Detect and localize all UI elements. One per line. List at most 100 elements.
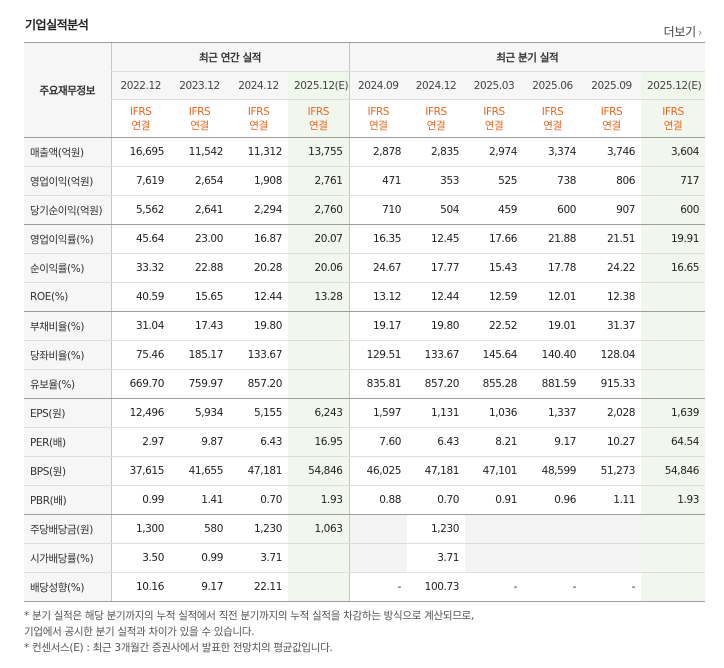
ifrs-label: IFRS 연결 bbox=[288, 99, 350, 138]
table-cell: 907 bbox=[582, 195, 642, 225]
table-cell: 2,878 bbox=[348, 137, 408, 167]
table-cell: 12.01 bbox=[523, 282, 583, 312]
group-quarterly: 최근 분기 실적 bbox=[348, 42, 706, 72]
table-cell: 2,641 bbox=[170, 195, 229, 225]
period-header: 2024.09 bbox=[348, 71, 408, 100]
table-cell: 22.52 bbox=[465, 311, 524, 341]
table-cell: 1,131 bbox=[407, 398, 466, 428]
table-cell: 22.88 bbox=[170, 253, 229, 283]
table-cell: 64.54 bbox=[641, 427, 706, 457]
table-cell bbox=[288, 572, 350, 602]
table-cell: 669.70 bbox=[110, 369, 170, 399]
table-cell: 19.17 bbox=[348, 311, 408, 341]
table-cell bbox=[288, 543, 350, 573]
table-cell: 0.70 bbox=[229, 485, 288, 515]
period-header: 2024.12 bbox=[407, 71, 466, 100]
table-cell: 46,025 bbox=[348, 456, 408, 486]
table-row: PBR(배) 0.99 1.41 0.70 1.93 0.88 0.70 0.91 0.96 1.… bbox=[24, 485, 706, 515]
ifrs-line-1: IFRS bbox=[425, 105, 447, 118]
table-cell: 3,746 bbox=[582, 137, 642, 167]
table-cell: 128.04 bbox=[582, 340, 642, 370]
table-cell: 16.95 bbox=[288, 427, 350, 457]
table-row: EPS(원) 12,496 5,934 5,155 6,243 1,597 1,131 1,0… bbox=[24, 398, 706, 428]
table-cell: 881.59 bbox=[523, 369, 583, 399]
row-label: 시가배당률(%) bbox=[24, 543, 111, 573]
table-cell: 47,181 bbox=[229, 456, 288, 486]
table-cell: - bbox=[348, 572, 408, 602]
table-cell: 3.50 bbox=[110, 543, 170, 573]
ifrs-line-1: IFRS bbox=[662, 105, 684, 118]
table-cell: 1,597 bbox=[348, 398, 408, 428]
table-row: 주당배당금(원) 1,300 580 1,230 1,063 1,230 bbox=[24, 514, 706, 544]
financial-table: 주요재무정보 최근 연간 실적 최근 분기 실적 2022.12 2023.12 2… bbox=[24, 42, 706, 602]
table-cell: 0.96 bbox=[523, 485, 583, 515]
table-cell: 857.20 bbox=[407, 369, 466, 399]
table-cell: 3,604 bbox=[641, 137, 706, 167]
table-cell: 19.91 bbox=[641, 224, 706, 254]
table-cell: 40.59 bbox=[110, 282, 170, 312]
table-cell: 21.88 bbox=[523, 224, 583, 254]
table-cell: 2,760 bbox=[288, 195, 350, 225]
table-cell: 2,294 bbox=[229, 195, 288, 225]
table-cell bbox=[465, 543, 524, 573]
ifrs-label: IFRS 연결 bbox=[170, 99, 229, 138]
table-cell: 525 bbox=[465, 166, 524, 196]
table-cell: 54,846 bbox=[641, 456, 706, 486]
table-row: 매출액(억원) 16,695 11,542 11,312 13,755 2,878 2,83… bbox=[24, 137, 706, 167]
table-cell: 1,337 bbox=[523, 398, 583, 428]
period-header: 2025.03 bbox=[465, 71, 524, 100]
table-cell: 10.27 bbox=[582, 427, 642, 457]
period-header: 2025.06 bbox=[523, 71, 583, 100]
table-cell: 13,755 bbox=[288, 137, 350, 167]
table-cell: 185.17 bbox=[170, 340, 229, 370]
table-cell bbox=[641, 369, 706, 399]
table-cell: 45.64 bbox=[110, 224, 170, 254]
table-cell: 717 bbox=[641, 166, 706, 196]
period-header: 2025.12(E) bbox=[641, 71, 706, 100]
table-cell: 835.81 bbox=[348, 369, 408, 399]
table-cell: 47,181 bbox=[407, 456, 466, 486]
table-cell: 15.65 bbox=[170, 282, 229, 312]
row-label: 배당성향(%) bbox=[24, 572, 111, 602]
row-header-label: 주요재무정보 bbox=[24, 42, 111, 138]
table-cell: 17.77 bbox=[407, 253, 466, 283]
table-cell: 17.66 bbox=[465, 224, 524, 254]
period-header: 2025.09 bbox=[582, 71, 642, 100]
ifrs-line-1: IFRS bbox=[247, 105, 270, 118]
table-cell: 1.11 bbox=[582, 485, 642, 515]
more-link[interactable]: 더보기 › bbox=[664, 23, 703, 40]
ifrs-line-2: 연결 bbox=[484, 119, 504, 132]
ifrs-line-2: 연결 bbox=[602, 119, 621, 132]
table-cell: 1,063 bbox=[288, 514, 350, 544]
table-cell: 75.46 bbox=[110, 340, 170, 370]
table-cell: 16.35 bbox=[348, 224, 408, 254]
row-label: PER(배) bbox=[24, 427, 111, 457]
table-cell: 1,230 bbox=[407, 514, 466, 544]
table-cell: 471 bbox=[348, 166, 408, 196]
table-row: 영업이익률(%) 45.64 23.00 16.87 20.07 16.35 12.45 17… bbox=[24, 224, 706, 254]
table-cell: 459 bbox=[465, 195, 524, 225]
table-cell bbox=[582, 543, 642, 573]
period-header: 2024.12 bbox=[229, 71, 288, 100]
table-cell: 1.93 bbox=[288, 485, 350, 515]
table-row: 시가배당률(%) 3.50 0.99 3.71 3.71 bbox=[24, 543, 706, 573]
ifrs-line-2: 연결 bbox=[190, 119, 209, 132]
ifrs-line-2: 연결 bbox=[308, 119, 328, 132]
table-cell: 1,908 bbox=[229, 166, 288, 196]
table-cell: 20.07 bbox=[288, 224, 350, 254]
table-cell: 5,562 bbox=[110, 195, 170, 225]
table-cell: 7,619 bbox=[110, 166, 170, 196]
table-cell: 13.12 bbox=[348, 282, 408, 312]
row-label: 매출액(억원) bbox=[24, 137, 111, 167]
table-cell: 140.40 bbox=[523, 340, 583, 370]
ifrs-line-2: 연결 bbox=[426, 119, 446, 132]
row-label: 당기순이익(억원) bbox=[24, 195, 111, 225]
ifrs-line-2: 연결 bbox=[369, 119, 388, 132]
ifrs-line-2: 연결 bbox=[249, 119, 268, 132]
table-row: 유보율(%) 669.70 759.97 857.20 835.81 857.20 855.… bbox=[24, 369, 706, 399]
table-cell: 759.97 bbox=[170, 369, 229, 399]
row-label: BPS(원) bbox=[24, 456, 111, 486]
period-header: 2022.12 bbox=[110, 71, 170, 100]
ifrs-line-1: IFRS bbox=[600, 105, 623, 118]
